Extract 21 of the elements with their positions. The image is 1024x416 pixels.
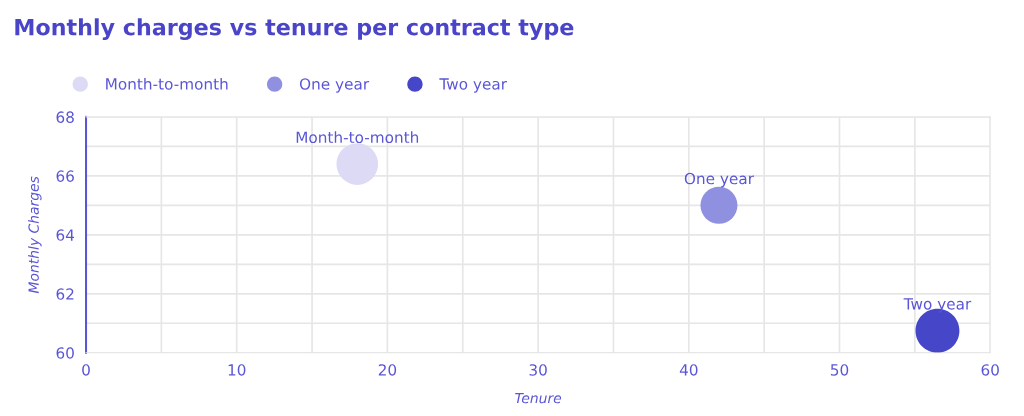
text: Month-to-month: [296, 131, 419, 144]
x-tick-label: 10: [228, 364, 246, 376]
legend-label: One year: [299, 78, 370, 93]
y-tick-label: 64: [56, 229, 75, 241]
text: One year: [684, 172, 754, 188]
text: Two year: [903, 298, 972, 313]
x-axis-title: Tenure: [515, 392, 562, 404]
x-tick-label: 0: [82, 364, 90, 376]
x-tick-label: 20: [378, 364, 397, 376]
x-tick-label: 40: [679, 364, 698, 376]
y-tick-label: 66: [56, 170, 74, 182]
y-tick-label: 60: [56, 347, 74, 359]
x-tick-label: 30: [529, 364, 547, 376]
legend-label: Two year: [439, 78, 507, 93]
chart-title: Monthly charges vs tenure per contract type: [15, 18, 574, 40]
y-tick-label: 62: [56, 288, 74, 300]
x-tick-label: 50: [830, 364, 849, 376]
y-tick-label: 68: [56, 111, 74, 123]
y-axis-title: Monthly Charges: [28, 176, 42, 294]
legend-label: Month-to-month: [106, 77, 228, 90]
x-tick-label: 60: [981, 364, 999, 376]
